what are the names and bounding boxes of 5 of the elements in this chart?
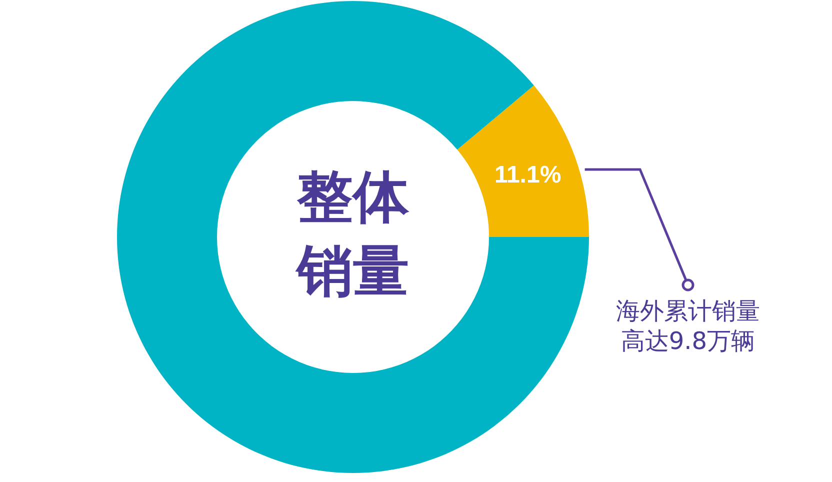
text: 高达9.8万辆 [620,327,756,355]
text: 海外累计销量 [616,297,760,325]
text: 销量 [295,239,409,304]
data-label: 11.1% [494,161,562,188]
text: 整体 [296,165,410,230]
